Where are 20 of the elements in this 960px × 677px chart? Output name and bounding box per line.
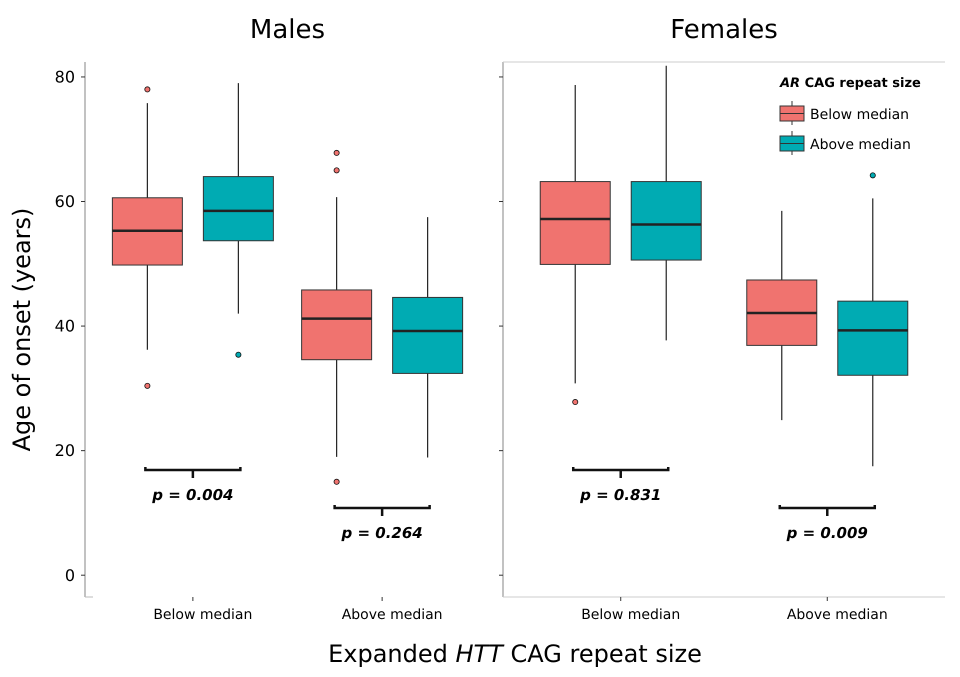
y-axis-title: Age of onset (years) (8, 208, 36, 452)
y-tick-label: 40 (54, 316, 75, 336)
annotation: p = 0.264 (340, 524, 423, 542)
legend-label: Above median (810, 136, 911, 153)
legend-label: Below median (810, 106, 910, 123)
x-tick-label: Below median (153, 607, 252, 623)
legend-title: AR CAG repeat size (779, 76, 922, 91)
x-tick-label: Above median (786, 607, 888, 623)
annotation: p = 0.831 (579, 486, 662, 504)
annotation: p = 0.009 (786, 524, 868, 542)
x-tick-label: Above median (342, 607, 443, 623)
y-tick-label: 20 (54, 441, 75, 460)
y-tick-label: 80 (54, 68, 75, 87)
x-tick-label: Below median (581, 607, 680, 623)
y-tick-label: 0 (64, 566, 75, 585)
chart-title: Females (670, 15, 778, 45)
x-axis-title: Expanded HTT CAG repeat size (328, 640, 702, 668)
annotation: p = 0.004 (151, 486, 234, 504)
y-tick-label: 60 (54, 192, 75, 212)
chart-title: Males (250, 15, 326, 45)
